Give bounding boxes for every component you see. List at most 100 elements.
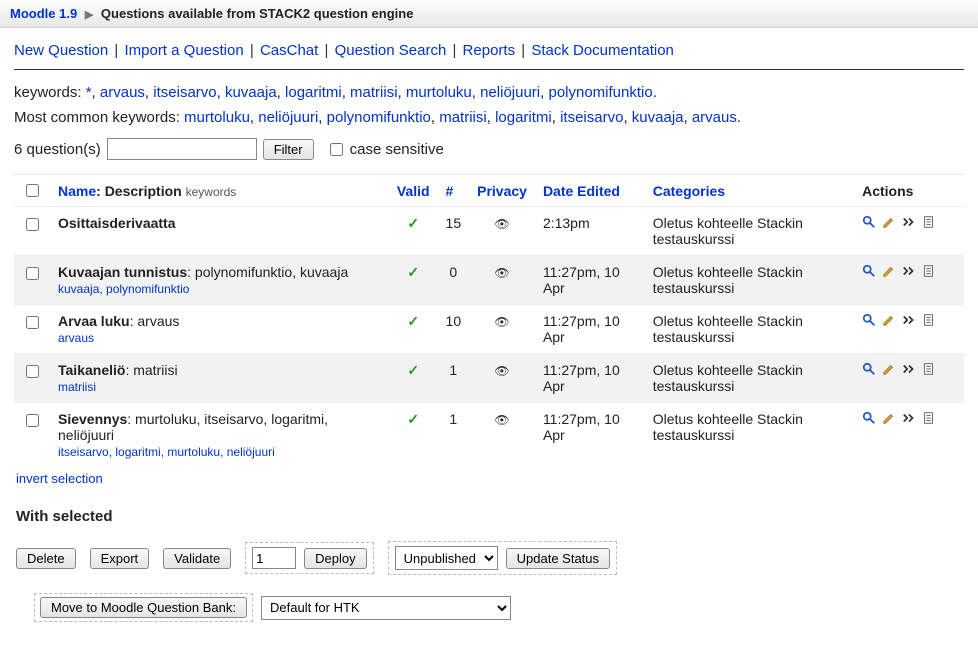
keyword-link[interactable]: matriisi [439, 109, 487, 126]
filter-button[interactable]: Filter [263, 139, 314, 160]
row-checkbox[interactable] [26, 267, 39, 280]
edit-icon[interactable] [882, 264, 896, 278]
page-title: Questions available from STACK2 question… [101, 6, 414, 21]
update-status-button[interactable]: Update Status [506, 548, 610, 569]
row-keyword-link[interactable]: polynomifunktio [106, 282, 189, 296]
header-name[interactable]: Name [58, 183, 96, 199]
invert-selection-link[interactable]: invert selection [16, 471, 103, 486]
header-keywords: keywords [186, 185, 237, 199]
header-num[interactable]: # [446, 183, 454, 199]
header-date[interactable]: Date Edited [543, 183, 620, 199]
keyword-link[interactable]: arvaus [692, 109, 737, 126]
question-name: Taikaneliö [58, 362, 125, 378]
preview-icon[interactable] [862, 215, 876, 229]
nav-question-search[interactable]: Question Search [335, 42, 447, 59]
row-checkbox[interactable] [26, 218, 39, 231]
status-select[interactable]: Unpublished [395, 546, 498, 570]
export-button[interactable]: Export [90, 548, 150, 569]
date-edited: 11:27pm, 10 Apr [535, 305, 645, 354]
copy-icon[interactable] [922, 313, 936, 327]
category-cell: Oletus kohteelle Stackin testauskurssi [645, 256, 854, 305]
export-icon[interactable] [902, 264, 916, 278]
keyword-link[interactable]: polynomifunktio [548, 84, 652, 101]
row-checkbox[interactable] [26, 414, 39, 427]
copy-icon[interactable] [922, 215, 936, 229]
move-category-select[interactable]: Default for HTK [261, 596, 511, 620]
copy-icon[interactable] [922, 264, 936, 278]
preview-icon[interactable] [862, 411, 876, 425]
row-checkbox[interactable] [26, 316, 39, 329]
keyword-link[interactable]: polynomifunktio [327, 109, 431, 126]
category-cell: Oletus kohteelle Stackin testauskurssi [645, 207, 854, 256]
nav-caschat[interactable]: CasChat [260, 42, 318, 59]
edit-icon[interactable] [882, 313, 896, 327]
keyword-link[interactable]: logaritmi [495, 109, 552, 126]
row-keyword-link[interactable]: kuvaaja [58, 282, 99, 296]
edit-icon[interactable] [882, 411, 896, 425]
row-checkbox[interactable] [26, 365, 39, 378]
privacy-icon: 👁 [494, 364, 509, 378]
privacy-icon: 👁 [494, 315, 509, 329]
export-icon[interactable] [902, 362, 916, 376]
row-keyword-link[interactable]: logaritmi [115, 445, 160, 459]
export-icon[interactable] [902, 215, 916, 229]
actions-cell [854, 354, 964, 403]
keyword-link[interactable]: kuvaaja [225, 84, 277, 101]
preview-icon[interactable] [862, 313, 876, 327]
preview-icon[interactable] [862, 362, 876, 376]
table-row: Osittaisderivaatta✓15👁2:13pmOletus kohte… [14, 207, 964, 256]
header-categories[interactable]: Categories [653, 183, 725, 199]
move-to-bank-button[interactable]: Move to Moodle Question Bank: [40, 597, 247, 618]
edit-icon[interactable] [882, 362, 896, 376]
filter-input[interactable] [107, 138, 257, 160]
nav-stack-docs[interactable]: Stack Documentation [531, 42, 674, 59]
keyword-link[interactable]: murtoluku [406, 84, 472, 101]
export-icon[interactable] [902, 313, 916, 327]
common-keywords-line: Most common keywords: murtoluku, neliöju… [14, 105, 964, 130]
export-icon[interactable] [902, 411, 916, 425]
deploy-count-input[interactable] [252, 547, 296, 569]
keyword-link[interactable]: murtoluku [184, 109, 250, 126]
nav-import-question[interactable]: Import a Question [124, 42, 243, 59]
edit-icon[interactable] [882, 215, 896, 229]
row-keyword-link[interactable]: arvaus [58, 331, 94, 345]
keyword-link[interactable]: * [86, 84, 92, 101]
keyword-link[interactable]: neliöjuuri [480, 84, 540, 101]
actions-cell [854, 403, 964, 468]
header-valid[interactable]: Valid [397, 183, 430, 199]
privacy-icon: 👁 [494, 266, 509, 280]
keyword-link[interactable]: itseisarvo [560, 109, 623, 126]
case-sensitive-checkbox[interactable] [330, 143, 343, 156]
copy-icon[interactable] [922, 411, 936, 425]
delete-button[interactable]: Delete [16, 548, 76, 569]
date-edited: 2:13pm [535, 207, 645, 256]
common-keywords-label: Most common keywords: [14, 109, 184, 126]
keyword-link[interactable]: kuvaaja [632, 109, 684, 126]
keyword-link[interactable]: matriisi [350, 84, 398, 101]
nav-reports[interactable]: Reports [463, 42, 516, 59]
table-row: Kuvaajan tunnistus: polynomifunktio, kuv… [14, 256, 964, 305]
breadcrumb-arrow-icon: ▶ [85, 9, 93, 21]
deployment-count: 0 [438, 256, 470, 305]
question-count: 6 question(s) [14, 141, 101, 158]
preview-icon[interactable] [862, 264, 876, 278]
select-all-checkbox[interactable] [26, 184, 39, 197]
valid-icon: ✓ [407, 313, 419, 329]
divider [14, 69, 964, 70]
keyword-link[interactable]: neliöjuuri [258, 109, 318, 126]
row-keyword-link[interactable]: neliöjuuri [227, 445, 275, 459]
row-keyword-link[interactable]: murtoluku [167, 445, 220, 459]
deploy-button[interactable]: Deploy [304, 548, 366, 569]
keyword-link[interactable]: itseisarvo [153, 84, 216, 101]
question-name: Arvaa luku [58, 313, 130, 329]
nav-new-question[interactable]: New Question [14, 42, 108, 59]
keyword-link[interactable]: logaritmi [285, 84, 342, 101]
row-keyword-link[interactable]: itseisarvo [58, 445, 109, 459]
keyword-link[interactable]: arvaus [100, 84, 145, 101]
header-privacy[interactable]: Privacy [477, 183, 527, 199]
row-keyword-link[interactable]: matriisi [58, 380, 96, 394]
brand-link[interactable]: Moodle 1.9 [10, 6, 77, 21]
validate-button[interactable]: Validate [163, 548, 231, 569]
copy-icon[interactable] [922, 362, 936, 376]
valid-icon: ✓ [407, 264, 419, 280]
